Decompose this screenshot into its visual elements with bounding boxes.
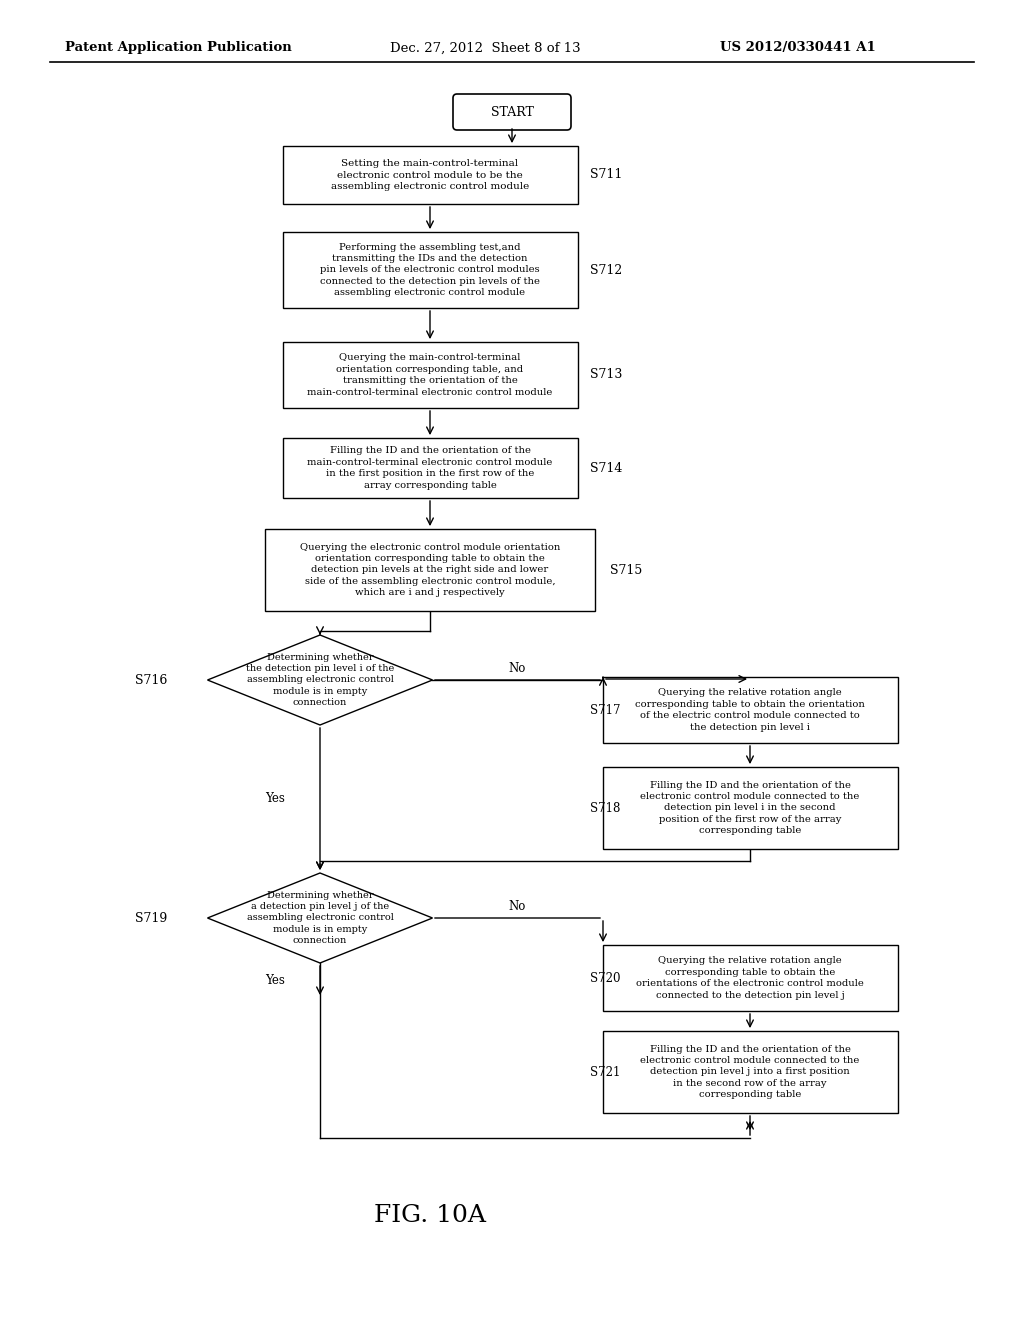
Text: Filling the ID and the orientation of the
electronic control module connected to: Filling the ID and the orientation of th…	[640, 780, 860, 836]
Bar	[602, 677, 897, 743]
Text: S712: S712	[590, 264, 623, 276]
Polygon shape	[208, 635, 432, 725]
Text: Querying the electronic control module orientation
orientation corresponding tab: Querying the electronic control module o…	[300, 543, 560, 598]
Bar	[602, 945, 897, 1011]
Text: Filling the ID and the orientation of the
main-control-terminal electronic contr: Filling the ID and the orientation of th…	[307, 446, 553, 490]
Polygon shape	[208, 873, 432, 964]
Text: Querying the main-control-terminal
orientation corresponding table, and
transmit: Querying the main-control-terminal orien…	[307, 354, 553, 397]
Bar	[283, 438, 578, 498]
FancyBboxPatch shape	[453, 94, 571, 129]
Bar	[602, 1031, 897, 1113]
Text: S713: S713	[590, 368, 623, 381]
Bar	[265, 529, 595, 611]
Text: START: START	[490, 106, 534, 119]
Text: S717: S717	[590, 704, 621, 717]
Bar	[283, 342, 578, 408]
Bar	[283, 232, 578, 308]
Text: Setting the main-control-terminal
electronic control module to be the
assembling: Setting the main-control-terminal electr…	[331, 158, 529, 191]
Text: S718: S718	[590, 801, 621, 814]
Text: Determining whether
a detection pin level j of the
assembling electronic control: Determining whether a detection pin leve…	[247, 891, 393, 945]
Text: FIG. 10A: FIG. 10A	[374, 1204, 486, 1226]
Text: Yes: Yes	[265, 974, 285, 987]
Text: S721: S721	[590, 1065, 621, 1078]
Text: S720: S720	[590, 972, 621, 985]
Text: No: No	[508, 661, 525, 675]
Bar	[602, 767, 897, 849]
Text: Querying the relative rotation angle
corresponding table to obtain the orientati: Querying the relative rotation angle cor…	[635, 688, 865, 731]
Text: Yes: Yes	[265, 792, 285, 805]
Text: US 2012/0330441 A1: US 2012/0330441 A1	[720, 41, 876, 54]
Text: Querying the relative rotation angle
corresponding table to obtain the
orientati: Querying the relative rotation angle cor…	[636, 956, 864, 999]
Text: S714: S714	[590, 462, 623, 474]
Text: Patent Application Publication: Patent Application Publication	[65, 41, 292, 54]
Text: Dec. 27, 2012  Sheet 8 of 13: Dec. 27, 2012 Sheet 8 of 13	[390, 41, 581, 54]
Text: No: No	[508, 899, 525, 912]
Text: S715: S715	[610, 564, 642, 577]
Text: S711: S711	[590, 169, 623, 181]
Text: Filling the ID and the orientation of the
electronic control module connected to: Filling the ID and the orientation of th…	[640, 1044, 860, 1100]
Bar	[283, 147, 578, 205]
Text: S716: S716	[135, 673, 167, 686]
Text: Performing the assembling test,and
transmitting the IDs and the detection
pin le: Performing the assembling test,and trans…	[319, 243, 540, 297]
Text: Determining whether
the detection pin level i of the
assembling electronic contr: Determining whether the detection pin le…	[246, 652, 394, 708]
Text: S719: S719	[135, 912, 167, 924]
